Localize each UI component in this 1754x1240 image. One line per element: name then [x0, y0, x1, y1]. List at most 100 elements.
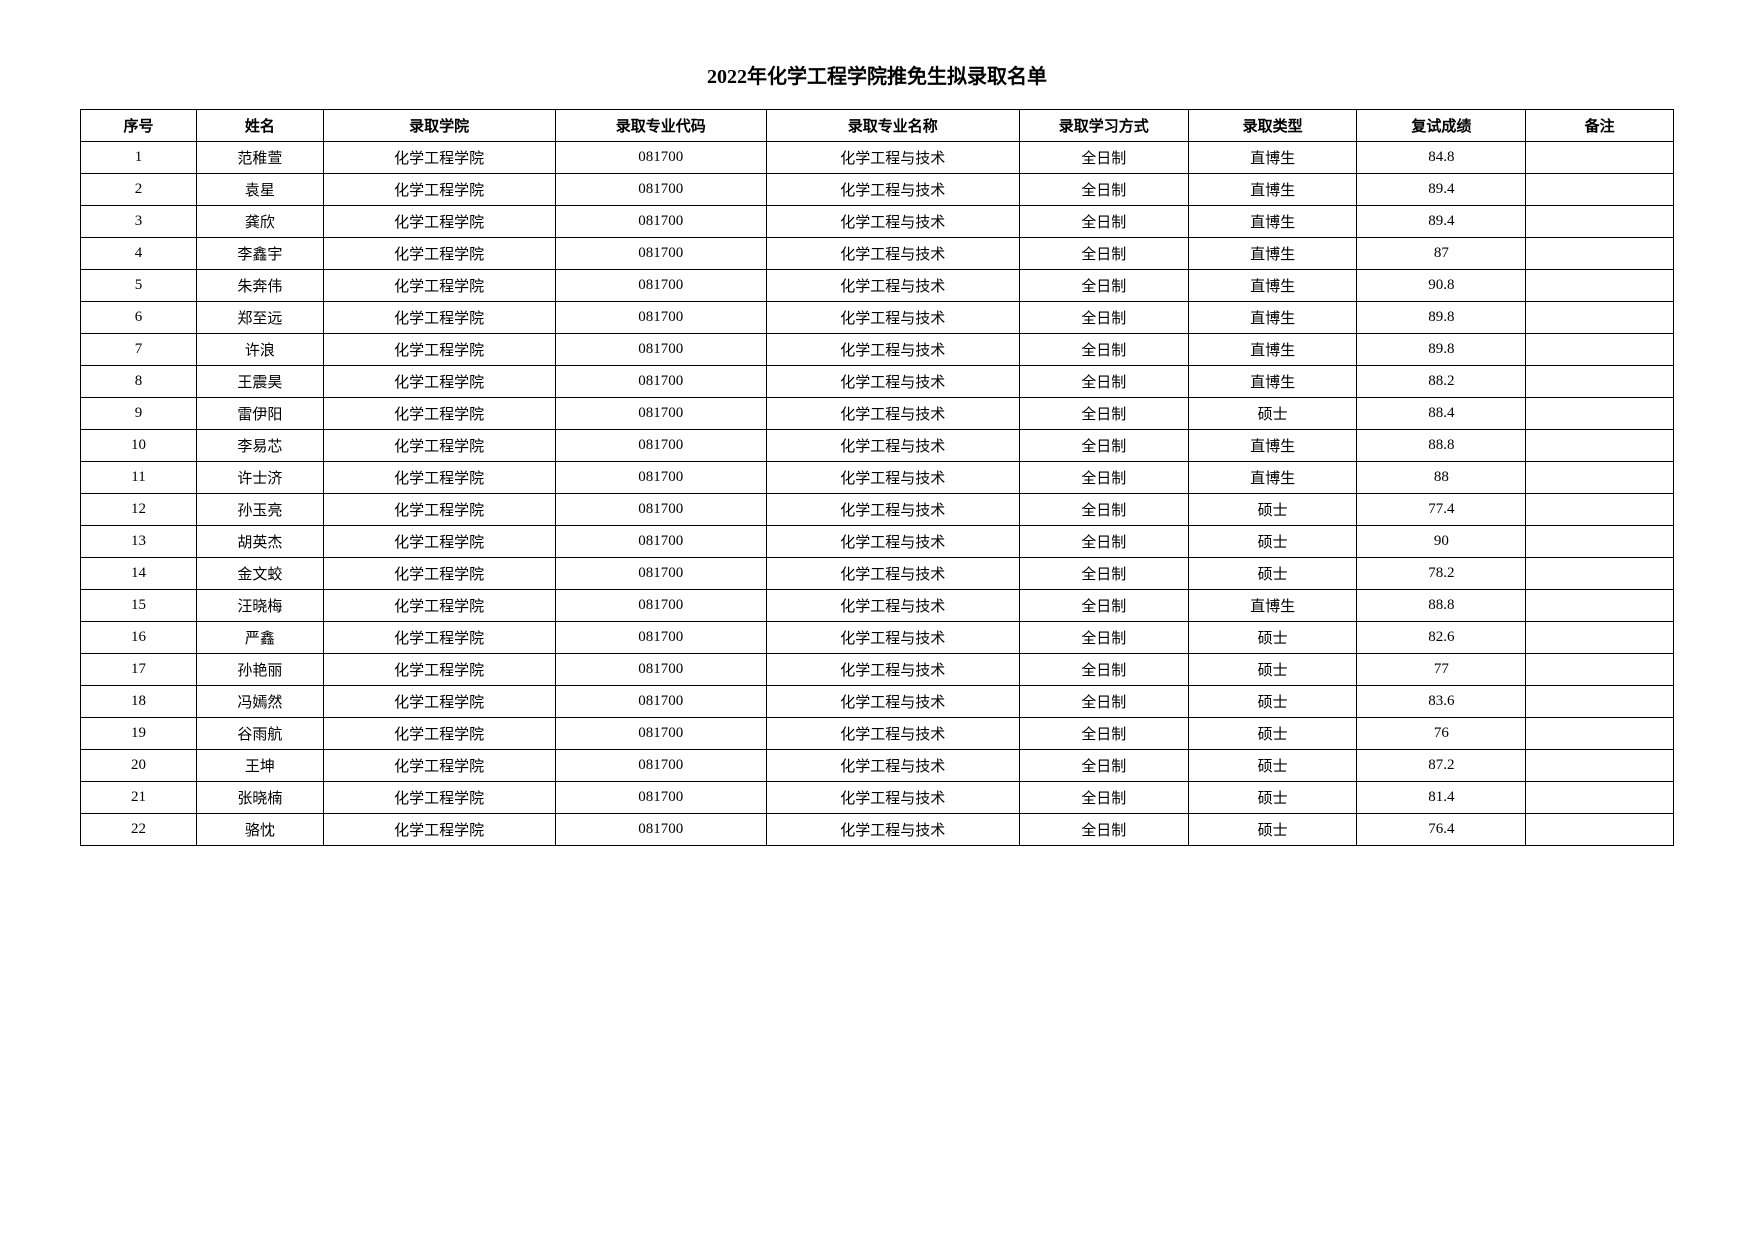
table-cell-name: 郑至远 [197, 302, 324, 334]
table-cell-score: 89.4 [1357, 174, 1526, 206]
table-header-cell: 序号 [81, 110, 197, 142]
table-cell-seq: 16 [81, 622, 197, 654]
table-cell-majorcode: 081700 [555, 462, 766, 494]
table-row: 14金文蛟化学工程学院081700化学工程与技术全日制硕士78.2 [81, 558, 1674, 590]
table-cell-majorname: 化学工程与技术 [766, 654, 1019, 686]
table-cell-college: 化学工程学院 [323, 462, 555, 494]
table-cell-type: 直博生 [1188, 238, 1357, 270]
table-row: 16严鑫化学工程学院081700化学工程与技术全日制硕士82.6 [81, 622, 1674, 654]
table-cell-remark [1526, 430, 1674, 462]
table-cell-remark [1526, 206, 1674, 238]
table-cell-score: 81.4 [1357, 782, 1526, 814]
table-header-cell: 录取专业名称 [766, 110, 1019, 142]
table-cell-majorname: 化学工程与技术 [766, 782, 1019, 814]
table-cell-name: 张晓楠 [197, 782, 324, 814]
table-cell-majorname: 化学工程与技术 [766, 494, 1019, 526]
table-cell-studymode: 全日制 [1019, 782, 1188, 814]
table-cell-remark [1526, 654, 1674, 686]
table-cell-name: 雷伊阳 [197, 398, 324, 430]
table-cell-remark [1526, 526, 1674, 558]
table-cell-name: 李易芯 [197, 430, 324, 462]
table-cell-majorcode: 081700 [555, 686, 766, 718]
table-cell-studymode: 全日制 [1019, 206, 1188, 238]
table-cell-seq: 13 [81, 526, 197, 558]
table-cell-type: 直博生 [1188, 590, 1357, 622]
table-header-cell: 录取类型 [1188, 110, 1357, 142]
table-cell-type: 直博生 [1188, 270, 1357, 302]
table-cell-college: 化学工程学院 [323, 494, 555, 526]
table-cell-score: 89.4 [1357, 206, 1526, 238]
table-cell-remark [1526, 270, 1674, 302]
table-cell-remark [1526, 302, 1674, 334]
table-row: 19谷雨航化学工程学院081700化学工程与技术全日制硕士76 [81, 718, 1674, 750]
table-cell-type: 直博生 [1188, 334, 1357, 366]
table-cell-seq: 6 [81, 302, 197, 334]
table-header-cell: 录取专业代码 [555, 110, 766, 142]
table-cell-score: 89.8 [1357, 302, 1526, 334]
table-cell-studymode: 全日制 [1019, 302, 1188, 334]
table-cell-seq: 9 [81, 398, 197, 430]
table-cell-studymode: 全日制 [1019, 622, 1188, 654]
table-row: 9雷伊阳化学工程学院081700化学工程与技术全日制硕士88.4 [81, 398, 1674, 430]
table-cell-majorcode: 081700 [555, 654, 766, 686]
table-cell-studymode: 全日制 [1019, 334, 1188, 366]
table-cell-majorname: 化学工程与技术 [766, 238, 1019, 270]
table-cell-remark [1526, 814, 1674, 846]
table-cell-remark [1526, 494, 1674, 526]
table-cell-type: 硕士 [1188, 622, 1357, 654]
table-cell-name: 龚欣 [197, 206, 324, 238]
table-cell-studymode: 全日制 [1019, 686, 1188, 718]
table-cell-college: 化学工程学院 [323, 174, 555, 206]
table-cell-majorname: 化学工程与技术 [766, 750, 1019, 782]
table-cell-college: 化学工程学院 [323, 718, 555, 750]
table-cell-type: 硕士 [1188, 750, 1357, 782]
table-cell-studymode: 全日制 [1019, 718, 1188, 750]
table-cell-seq: 1 [81, 142, 197, 174]
table-cell-majorcode: 081700 [555, 206, 766, 238]
table-cell-majorcode: 081700 [555, 398, 766, 430]
table-cell-college: 化学工程学院 [323, 398, 555, 430]
table-cell-college: 化学工程学院 [323, 430, 555, 462]
table-cell-majorname: 化学工程与技术 [766, 814, 1019, 846]
table-cell-studymode: 全日制 [1019, 462, 1188, 494]
table-cell-studymode: 全日制 [1019, 270, 1188, 302]
table-cell-score: 78.2 [1357, 558, 1526, 590]
table-cell-score: 76 [1357, 718, 1526, 750]
table-cell-name: 汪晓梅 [197, 590, 324, 622]
table-cell-studymode: 全日制 [1019, 526, 1188, 558]
table-cell-majorname: 化学工程与技术 [766, 142, 1019, 174]
table-cell-majorcode: 081700 [555, 814, 766, 846]
table-row: 7许浪化学工程学院081700化学工程与技术全日制直博生89.8 [81, 334, 1674, 366]
table-cell-majorcode: 081700 [555, 622, 766, 654]
table-cell-seq: 10 [81, 430, 197, 462]
table-cell-remark [1526, 142, 1674, 174]
table-cell-studymode: 全日制 [1019, 430, 1188, 462]
table-cell-name: 孙玉亮 [197, 494, 324, 526]
table-cell-college: 化学工程学院 [323, 558, 555, 590]
page-title: 2022年化学工程学院推免生拟录取名单 [80, 60, 1674, 89]
table-cell-studymode: 全日制 [1019, 142, 1188, 174]
table-cell-seq: 17 [81, 654, 197, 686]
table-cell-seq: 11 [81, 462, 197, 494]
table-cell-majorcode: 081700 [555, 430, 766, 462]
table-row: 12孙玉亮化学工程学院081700化学工程与技术全日制硕士77.4 [81, 494, 1674, 526]
table-row: 4李鑫宇化学工程学院081700化学工程与技术全日制直博生87 [81, 238, 1674, 270]
table-cell-name: 范稚萱 [197, 142, 324, 174]
table-row: 20王坤化学工程学院081700化学工程与技术全日制硕士87.2 [81, 750, 1674, 782]
table-cell-score: 77 [1357, 654, 1526, 686]
table-cell-seq: 3 [81, 206, 197, 238]
table-cell-name: 骆忱 [197, 814, 324, 846]
table-cell-college: 化学工程学院 [323, 206, 555, 238]
table-cell-majorname: 化学工程与技术 [766, 622, 1019, 654]
table-cell-remark [1526, 686, 1674, 718]
table-cell-remark [1526, 334, 1674, 366]
table-header-cell: 录取学院 [323, 110, 555, 142]
table-cell-score: 87 [1357, 238, 1526, 270]
table-row: 15汪晓梅化学工程学院081700化学工程与技术全日制直博生88.8 [81, 590, 1674, 622]
table-row: 3龚欣化学工程学院081700化学工程与技术全日制直博生89.4 [81, 206, 1674, 238]
table-cell-type: 硕士 [1188, 526, 1357, 558]
table-cell-score: 83.6 [1357, 686, 1526, 718]
table-cell-majorcode: 081700 [555, 366, 766, 398]
table-cell-majorname: 化学工程与技术 [766, 718, 1019, 750]
table-cell-seq: 7 [81, 334, 197, 366]
